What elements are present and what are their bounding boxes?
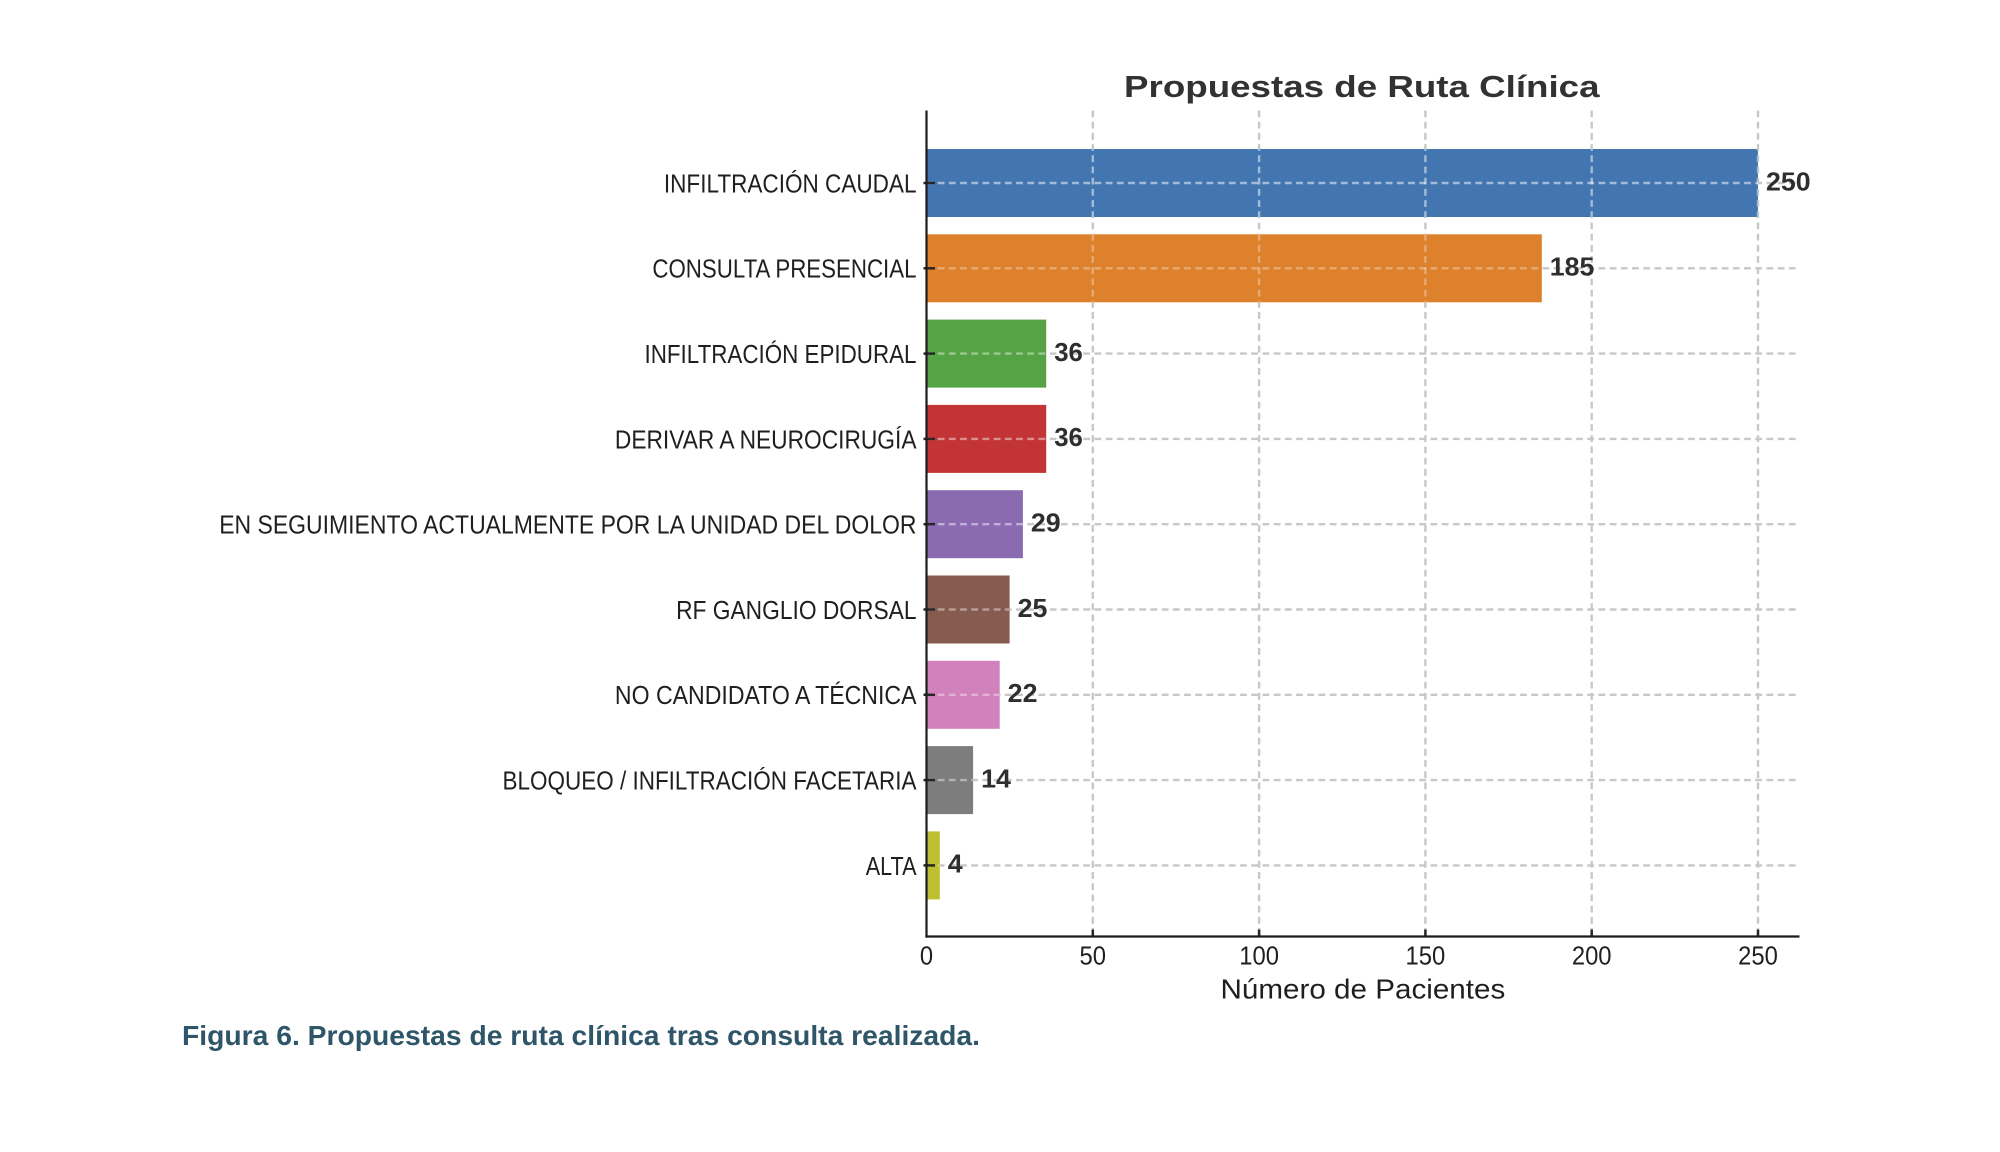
svg-text:ALTA: ALTA: [866, 851, 917, 881]
svg-text:22: 22: [1008, 678, 1038, 708]
svg-text:Figura 6. Propuestas de ruta c: Figura 6. Propuestas de ruta clínica tra…: [182, 1020, 980, 1051]
svg-text:25: 25: [1018, 593, 1048, 623]
svg-text:100: 100: [1239, 942, 1279, 970]
svg-text:4: 4: [948, 849, 963, 879]
svg-text:CONSULTA PRESENCIAL: CONSULTA PRESENCIAL: [652, 254, 916, 284]
svg-text:DERIVAR A NEUROCIRUGÍA: DERIVAR A NEUROCIRUGÍA: [615, 424, 917, 454]
svg-text:BLOQUEO / INFILTRACIÓN FACETAR: BLOQUEO / INFILTRACIÓN FACETARIA: [503, 766, 918, 796]
svg-text:36: 36: [1054, 422, 1083, 452]
svg-text:185: 185: [1550, 252, 1595, 282]
svg-text:NO CANDIDATO A TÉCNICA: NO CANDIDATO A TÉCNICA: [615, 680, 917, 710]
svg-text:29: 29: [1031, 508, 1061, 538]
svg-text:INFILTRACIÓN EPIDURAL: INFILTRACIÓN EPIDURAL: [645, 339, 917, 369]
svg-text:200: 200: [1572, 942, 1612, 970]
svg-text:36: 36: [1054, 337, 1083, 367]
svg-text:0: 0: [920, 942, 933, 970]
svg-text:150: 150: [1406, 942, 1446, 970]
svg-text:250: 250: [1766, 166, 1811, 196]
svg-text:14: 14: [981, 763, 1011, 793]
svg-text:Número de Pacientes: Número de Pacientes: [1221, 973, 1506, 1004]
svg-text:INFILTRACIÓN CAUDAL: INFILTRACIÓN CAUDAL: [664, 168, 917, 198]
svg-text:Propuestas de Ruta Clínica: Propuestas de Ruta Clínica: [1124, 69, 1600, 104]
svg-text:RF GANGLIO DORSAL: RF GANGLIO DORSAL: [676, 595, 916, 625]
svg-text:EN SEGUIMIENTO ACTUALMENTE POR: EN SEGUIMIENTO ACTUALMENTE POR LA UNIDAD…: [219, 510, 916, 540]
svg-text:50: 50: [1080, 942, 1107, 970]
svg-text:250: 250: [1738, 942, 1778, 970]
